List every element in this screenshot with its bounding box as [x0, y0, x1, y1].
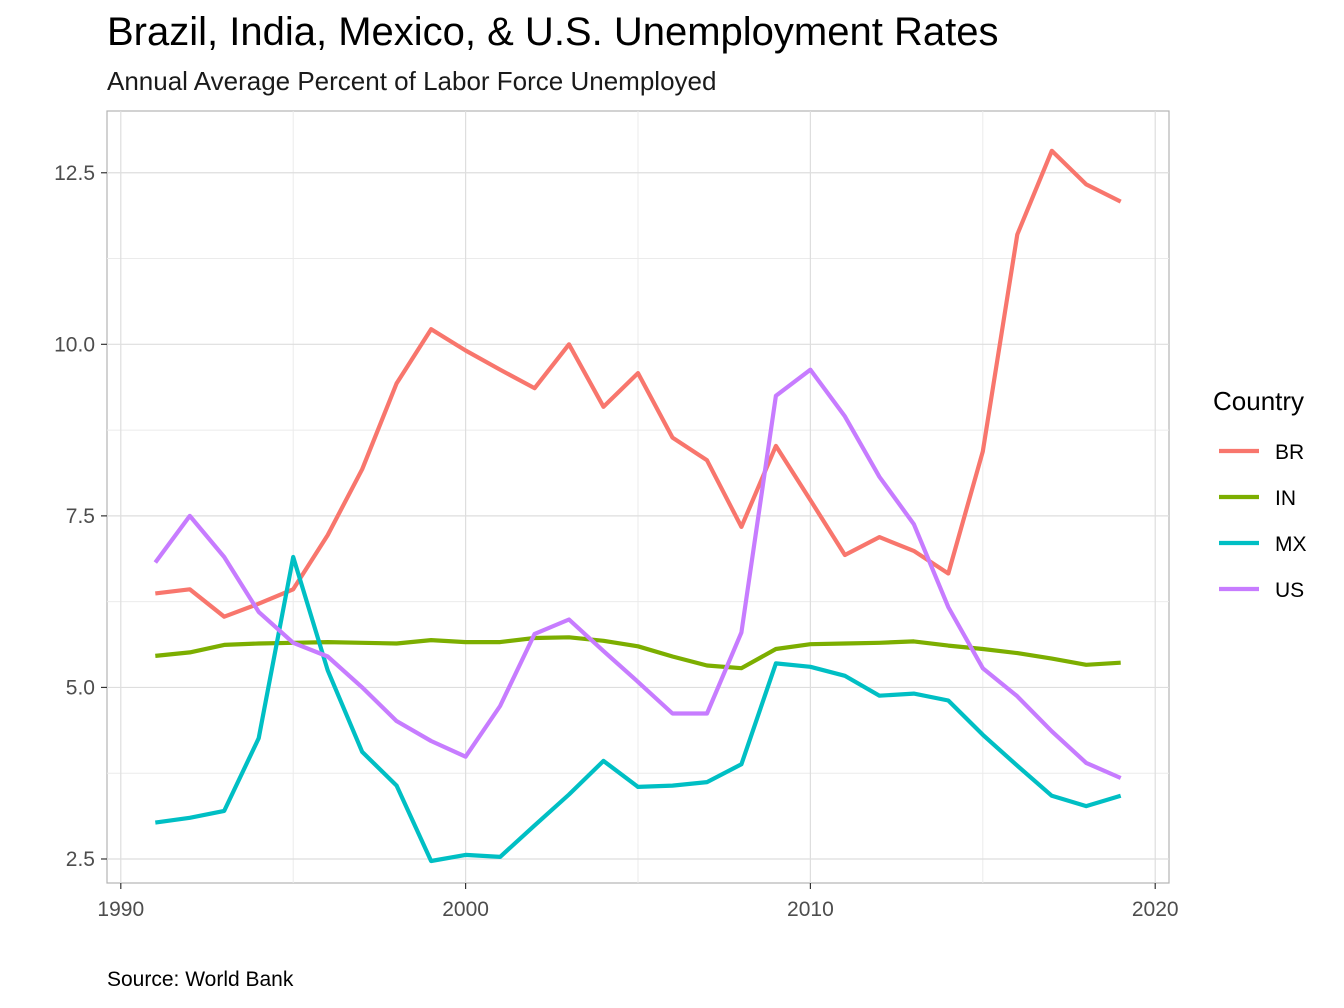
legend-label-us: US — [1275, 579, 1304, 602]
y-tick-label: 10.0 — [54, 333, 95, 356]
series-lines — [153, 148, 1122, 864]
series-line-us — [153, 367, 1122, 780]
chart-title: Brazil, India, Mexico, & U.S. Unemployme… — [107, 10, 999, 54]
x-tick-label: 2000 — [442, 898, 489, 921]
y-tick-label: 7.5 — [66, 505, 95, 528]
series-line-in — [155, 635, 1121, 671]
series-line-mx — [155, 554, 1122, 864]
y-tick-label: 5.0 — [66, 676, 95, 699]
legend-label-mx: MX — [1275, 533, 1307, 556]
y-tick-label: 2.5 — [66, 848, 95, 871]
axis-tick-labels: 1990 2000 2010 2020 2.5 5.0 7.5 10.0 12.5 — [54, 162, 1178, 921]
series-line-br — [155, 148, 1122, 619]
legend-label-br: BR — [1275, 441, 1304, 464]
legend: Country BR IN MX US — [1213, 386, 1307, 602]
x-tick-label: 2010 — [787, 898, 834, 921]
legend-title: Country — [1213, 386, 1304, 416]
x-tick-label: 2020 — [1132, 898, 1179, 921]
legend-label-in: IN — [1275, 487, 1296, 510]
chart-caption: Source: World Bank — [107, 968, 294, 991]
grid-lines — [107, 111, 1169, 883]
x-tick-label: 1990 — [97, 898, 144, 921]
y-tick-label: 12.5 — [54, 162, 95, 185]
chart-subtitle: Annual Average Percent of Labor Force Un… — [107, 66, 717, 96]
